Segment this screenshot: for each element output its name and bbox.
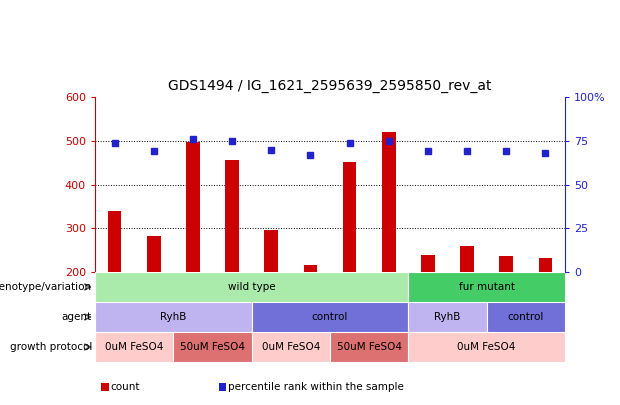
Text: genotype/variation: genotype/variation bbox=[0, 282, 92, 292]
Bar bbox=[409, 332, 565, 362]
Text: agent: agent bbox=[62, 312, 92, 322]
Bar bbox=[225, 160, 239, 272]
Bar bbox=[264, 230, 278, 272]
Bar bbox=[252, 302, 409, 332]
Text: wild type: wild type bbox=[228, 282, 275, 292]
Text: percentile rank within the sample: percentile rank within the sample bbox=[228, 382, 404, 392]
Text: 0uM FeSO4: 0uM FeSO4 bbox=[105, 342, 163, 352]
Bar bbox=[95, 332, 174, 362]
Bar bbox=[409, 302, 487, 332]
Bar bbox=[382, 132, 396, 272]
Bar bbox=[487, 302, 565, 332]
Text: 50uM FeSO4: 50uM FeSO4 bbox=[180, 342, 245, 352]
Text: 0uM FeSO4: 0uM FeSO4 bbox=[262, 342, 320, 352]
Bar bbox=[539, 258, 552, 272]
Bar bbox=[343, 162, 356, 272]
Text: 0uM FeSO4: 0uM FeSO4 bbox=[458, 342, 516, 352]
Bar bbox=[460, 246, 474, 272]
Text: fur mutant: fur mutant bbox=[459, 282, 515, 292]
Bar bbox=[186, 142, 200, 272]
Text: 50uM FeSO4: 50uM FeSO4 bbox=[337, 342, 402, 352]
Bar bbox=[421, 254, 435, 272]
Bar bbox=[499, 256, 513, 272]
Text: control: control bbox=[508, 312, 544, 322]
Text: RyhB: RyhB bbox=[435, 312, 461, 322]
Bar bbox=[330, 332, 409, 362]
Bar bbox=[409, 272, 565, 302]
Bar bbox=[108, 211, 122, 272]
Bar bbox=[174, 332, 252, 362]
Title: GDS1494 / IG_1621_2595639_2595850_rev_at: GDS1494 / IG_1621_2595639_2595850_rev_at bbox=[168, 79, 492, 93]
Bar bbox=[95, 272, 409, 302]
Text: count: count bbox=[110, 382, 140, 392]
Text: growth protocol: growth protocol bbox=[9, 342, 92, 352]
Bar bbox=[304, 265, 317, 272]
Text: control: control bbox=[312, 312, 348, 322]
Text: RyhB: RyhB bbox=[160, 312, 187, 322]
Bar bbox=[95, 302, 252, 332]
Bar bbox=[147, 236, 161, 272]
Bar bbox=[252, 332, 330, 362]
